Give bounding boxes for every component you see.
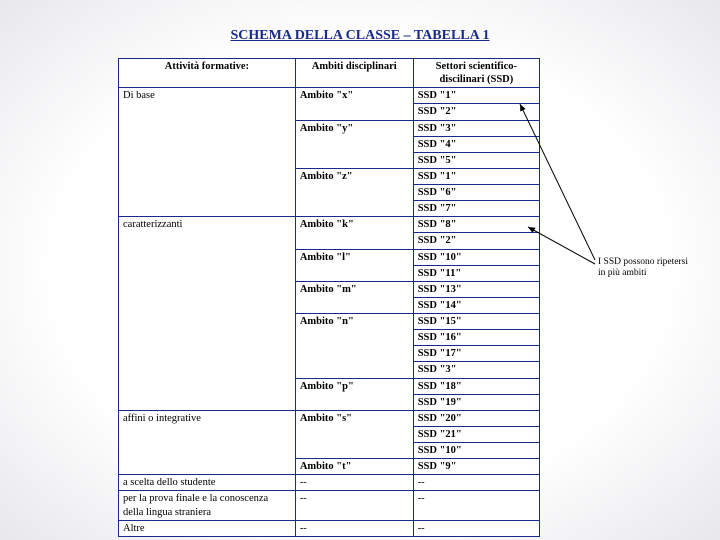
cell-attivita: a scelta dello studente <box>119 475 296 491</box>
cell-ssd: SSD "3" <box>413 362 539 378</box>
cell-ssd: SSD "16" <box>413 330 539 346</box>
cell-ssd: SSD "20" <box>413 410 539 426</box>
annotation-line1: I SSD possono ripetersi <box>598 257 688 267</box>
cell-attivita: Di base <box>119 88 296 217</box>
cell-ambito: Ambito "y" <box>295 120 413 168</box>
cell-ssd: SSD "3" <box>413 120 539 136</box>
cell-ssd: SSD "10" <box>413 443 539 459</box>
cell-ssd: SSD "13" <box>413 281 539 297</box>
annotation-line2: in più ambiti <box>598 268 647 278</box>
cell-ambito: Ambito "l" <box>295 249 413 281</box>
cell-ambito: Ambito "p" <box>295 378 413 410</box>
cell-attivita: affini o integrative <box>119 410 296 475</box>
cell-ambito: Ambito "m" <box>295 281 413 313</box>
cell-ssd: -- <box>413 520 539 536</box>
col-attivita: Attività formative: <box>119 59 296 88</box>
cell-ssd: SSD "17" <box>413 346 539 362</box>
table-row: Altre---- <box>119 520 540 536</box>
cell-ssd: SSD "14" <box>413 297 539 313</box>
cell-ssd: SSD "5" <box>413 152 539 168</box>
cell-ambito: Ambito "z" <box>295 168 413 216</box>
cell-ssd: SSD "2" <box>413 233 539 249</box>
cell-ambito: Ambito "s" <box>295 410 413 458</box>
annotation-text: I SSD possono ripetersi in più ambiti <box>598 257 688 279</box>
table-row: Di baseAmbito "x"SSD "1" <box>119 88 540 104</box>
cell-ssd: -- <box>413 475 539 491</box>
cell-ssd: SSD "9" <box>413 459 539 475</box>
cell-ambito: -- <box>295 475 413 491</box>
cell-ssd: SSD "4" <box>413 136 539 152</box>
cell-ssd: SSD "8" <box>413 217 539 233</box>
cell-ambito: Ambito "k" <box>295 217 413 249</box>
cell-ssd: SSD "15" <box>413 314 539 330</box>
table-row: affini o integrativeAmbito "s"SSD "20" <box>119 410 540 426</box>
cell-ssd: SSD "7" <box>413 201 539 217</box>
cell-ssd: SSD "21" <box>413 426 539 442</box>
table-row: per la prova finale e la conoscenza dell… <box>119 491 540 520</box>
cell-ambito: Ambito "x" <box>295 88 413 120</box>
schema-table: Attività formative: Ambiti disciplinari … <box>118 58 540 537</box>
cell-attivita: per la prova finale e la conoscenza dell… <box>119 491 296 520</box>
table-header-row: Attività formative: Ambiti disciplinari … <box>119 59 540 88</box>
cell-ssd: SSD "11" <box>413 265 539 281</box>
cell-ssd: SSD "19" <box>413 394 539 410</box>
cell-attivita: Altre <box>119 520 296 536</box>
cell-ssd: SSD "2" <box>413 104 539 120</box>
cell-ssd: SSD "18" <box>413 378 539 394</box>
cell-ssd: SSD "1" <box>413 168 539 184</box>
cell-ssd: SSD "1" <box>413 88 539 104</box>
col-ssd: Settori scientifico-discilinari (SSD) <box>413 59 539 88</box>
table-row: caratterizzantiAmbito "k"SSD "8" <box>119 217 540 233</box>
cell-ssd: SSD "6" <box>413 185 539 201</box>
cell-ssd: SSD "10" <box>413 249 539 265</box>
cell-attivita: caratterizzanti <box>119 217 296 411</box>
cell-ambito: Ambito "t" <box>295 459 413 475</box>
table-row: a scelta dello studente---- <box>119 475 540 491</box>
cell-ssd: -- <box>413 491 539 520</box>
page-title: SCHEMA DELLA CLASSE – TABELLA 1 <box>0 28 720 44</box>
col-ambiti: Ambiti disciplinari <box>295 59 413 88</box>
cell-ambito: -- <box>295 520 413 536</box>
schema-table-wrap: Attività formative: Ambiti disciplinari … <box>118 58 540 537</box>
cell-ambito: Ambito "n" <box>295 314 413 379</box>
cell-ambito: -- <box>295 491 413 520</box>
